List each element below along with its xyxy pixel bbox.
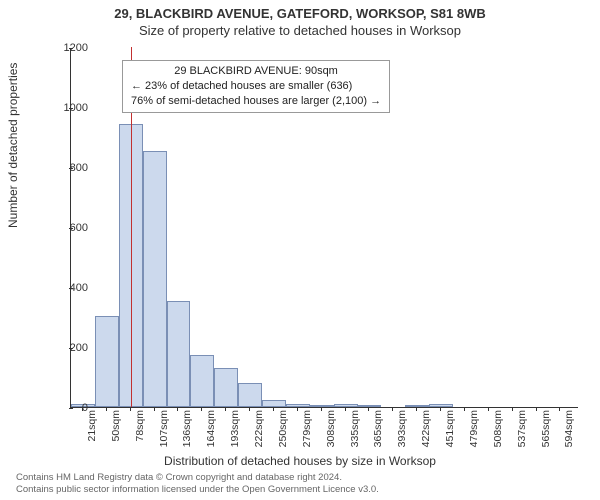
histogram-bar xyxy=(405,405,429,407)
x-tick-label: 279sqm xyxy=(301,410,313,447)
x-tick-mark xyxy=(559,407,560,411)
y-tick-mark xyxy=(69,288,73,289)
x-tick-label: 222sqm xyxy=(253,410,265,447)
x-tick-mark xyxy=(106,407,107,411)
x-tick-label: 193sqm xyxy=(229,410,241,447)
histogram-bar xyxy=(190,355,214,408)
x-tick-label: 365sqm xyxy=(372,410,384,447)
chart-title-sub: Size of property relative to detached ho… xyxy=(0,21,600,38)
footer-line-2: Contains public sector information licen… xyxy=(16,484,379,496)
x-tick-label: 164sqm xyxy=(205,410,217,447)
info-line-2: ← 23% of detached houses are smaller (63… xyxy=(131,79,381,94)
x-tick-label: 335sqm xyxy=(349,410,361,447)
x-tick-mark xyxy=(82,407,83,411)
y-tick-mark xyxy=(69,408,73,409)
x-axis-label: Distribution of detached houses by size … xyxy=(0,454,600,468)
x-tick-mark xyxy=(345,407,346,411)
x-tick-mark xyxy=(130,407,131,411)
x-tick-mark xyxy=(536,407,537,411)
y-tick-mark xyxy=(69,48,73,49)
x-tick-label: 422sqm xyxy=(420,410,432,447)
histogram-bar xyxy=(214,368,238,407)
histogram-bar xyxy=(167,301,191,408)
x-tick-mark xyxy=(154,407,155,411)
y-tick-label: 600 xyxy=(48,222,88,234)
x-tick-mark xyxy=(273,407,274,411)
x-tick-mark xyxy=(392,407,393,411)
x-tick-mark xyxy=(201,407,202,411)
x-tick-label: 250sqm xyxy=(277,410,289,447)
x-tick-label: 508sqm xyxy=(492,410,504,447)
x-tick-label: 308sqm xyxy=(325,410,337,447)
x-tick-mark xyxy=(512,407,513,411)
info-box: 29 BLACKBIRD AVENUE: 90sqm ← 23% of deta… xyxy=(122,60,390,113)
x-tick-mark xyxy=(321,407,322,411)
x-tick-label: 594sqm xyxy=(563,410,575,447)
y-tick-mark xyxy=(69,108,73,109)
x-tick-mark xyxy=(177,407,178,411)
x-tick-label: 537sqm xyxy=(516,410,528,447)
y-tick-label: 400 xyxy=(48,282,88,294)
y-tick-mark xyxy=(69,348,73,349)
x-tick-label: 393sqm xyxy=(396,410,408,447)
x-tick-mark xyxy=(368,407,369,411)
histogram-bar xyxy=(95,316,119,408)
x-tick-mark xyxy=(225,407,226,411)
histogram-bar xyxy=(334,404,358,407)
x-tick-label: 565sqm xyxy=(540,410,552,447)
info-line-1: 29 BLACKBIRD AVENUE: 90sqm xyxy=(131,64,381,79)
y-tick-label: 800 xyxy=(48,162,88,174)
x-tick-label: 479sqm xyxy=(468,410,480,447)
y-axis-label: Number of detached properties xyxy=(6,63,20,228)
chart-title-main: 29, BLACKBIRD AVENUE, GATEFORD, WORKSOP,… xyxy=(0,0,600,21)
footer-line-1: Contains HM Land Registry data © Crown c… xyxy=(16,472,379,484)
x-tick-label: 50sqm xyxy=(110,410,122,442)
x-tick-mark xyxy=(488,407,489,411)
y-tick-label: 1200 xyxy=(48,42,88,54)
info-line-3: 76% of semi-detached houses are larger (… xyxy=(131,94,381,109)
footer: Contains HM Land Registry data © Crown c… xyxy=(16,472,379,496)
y-tick-mark xyxy=(69,228,73,229)
histogram-bar xyxy=(358,405,382,407)
y-tick-label: 1000 xyxy=(48,102,88,114)
x-tick-mark xyxy=(249,407,250,411)
histogram-bar xyxy=(286,404,310,407)
x-tick-label: 451sqm xyxy=(444,410,456,447)
x-tick-mark xyxy=(297,407,298,411)
histogram-bar xyxy=(238,383,262,407)
x-tick-label: 136sqm xyxy=(181,410,193,447)
y-tick-label: 200 xyxy=(48,342,88,354)
x-tick-mark xyxy=(416,407,417,411)
chart-container: 29, BLACKBIRD AVENUE, GATEFORD, WORKSOP,… xyxy=(0,0,600,500)
x-tick-mark xyxy=(464,407,465,411)
x-tick-label: 107sqm xyxy=(158,410,170,447)
x-tick-label: 78sqm xyxy=(134,410,146,442)
histogram-bar xyxy=(429,404,453,407)
histogram-bar xyxy=(143,151,167,408)
x-tick-label: 21sqm xyxy=(86,410,98,442)
histogram-bar xyxy=(262,400,286,408)
histogram-bar xyxy=(310,405,334,407)
x-tick-mark xyxy=(440,407,441,411)
y-tick-mark xyxy=(69,168,73,169)
